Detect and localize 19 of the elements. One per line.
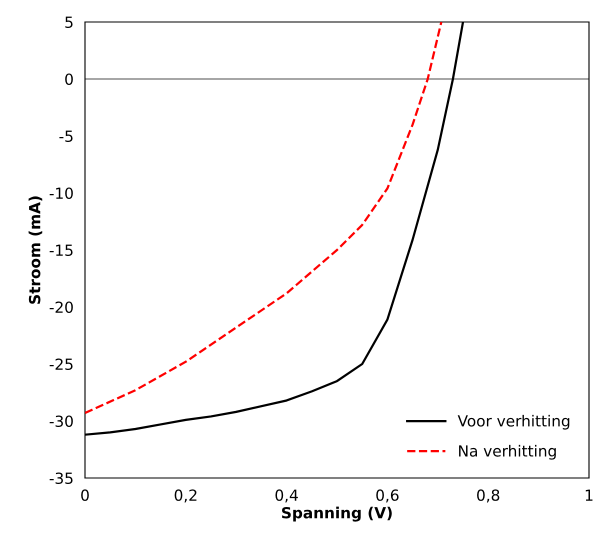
x-tick-label: 0,2: [174, 489, 196, 502]
legend-label: Voor verhitting: [458, 414, 570, 430]
x-tick-label: 0,4: [275, 489, 298, 502]
y-tick-label: -35: [50, 472, 73, 484]
y-tick-label: -30: [50, 415, 73, 428]
x-tick-label: 0,8: [477, 489, 500, 502]
y-tick-label: -25: [50, 358, 73, 370]
y-tick-label: -20: [50, 301, 73, 314]
x-tick-label: 0: [81, 489, 89, 501]
legend-label: Na verhitting: [459, 444, 556, 460]
y-tick-label: -10: [50, 187, 73, 200]
x-tick-label: 0,6: [376, 489, 399, 502]
x-axis-title: Spanning (V): [282, 506, 392, 522]
x-tick-label: 1: [586, 490, 592, 501]
y-tick-label: -5: [59, 130, 73, 142]
y-tick-label: -15: [50, 244, 73, 256]
y-tick-label: 0: [65, 73, 73, 86]
y-tick-label: 5: [65, 16, 73, 28]
y-axis-title: Stroom (mA): [28, 196, 42, 304]
